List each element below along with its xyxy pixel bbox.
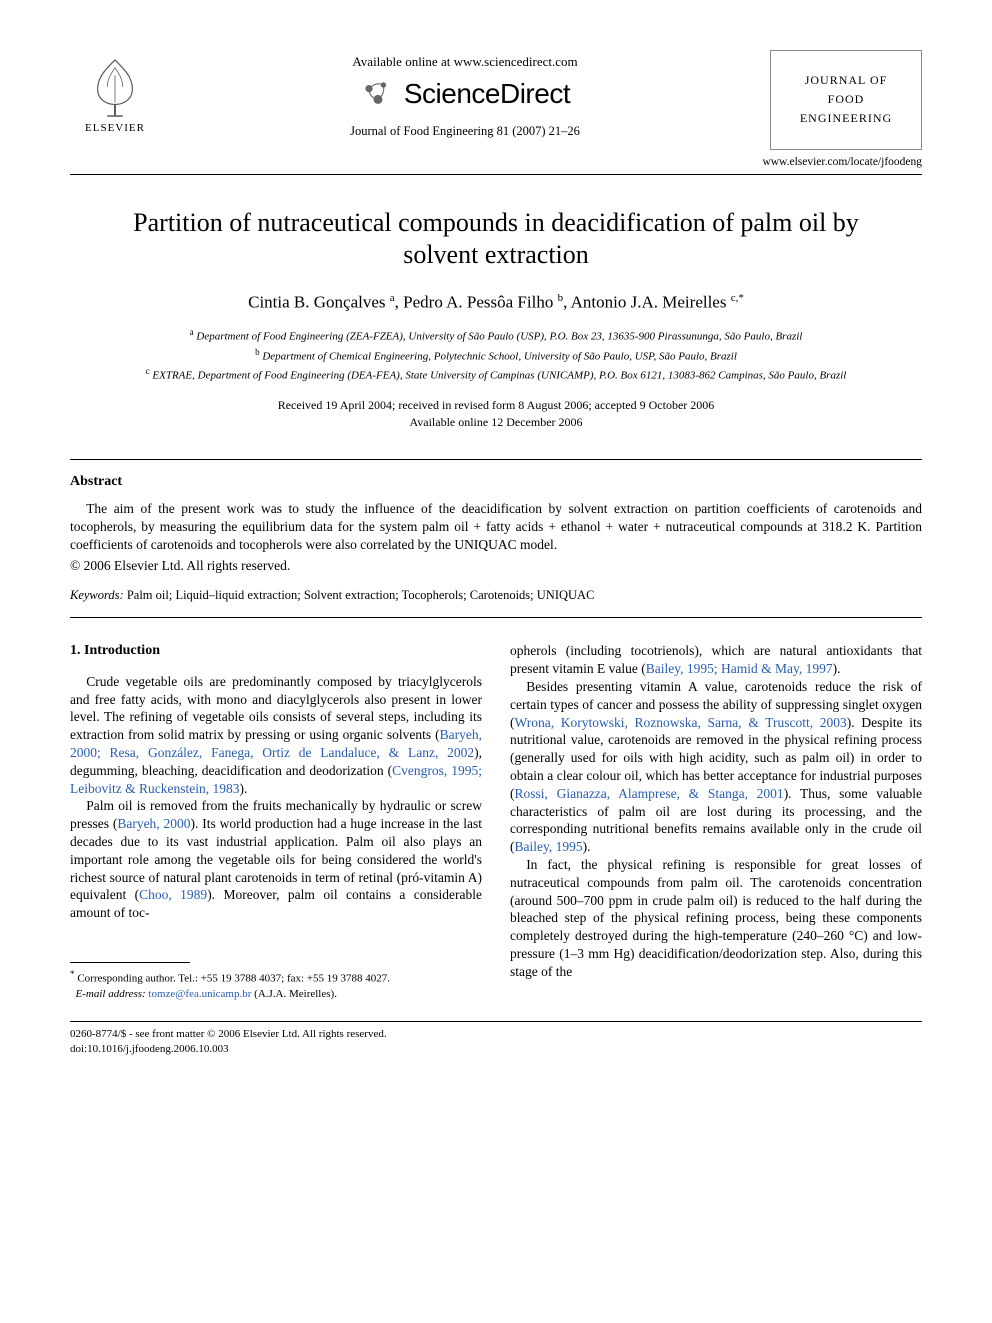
bottom-line1: 0260-8774/$ - see front matter © 2006 El… xyxy=(70,1027,922,1041)
abstract-heading: Abstract xyxy=(70,474,922,490)
abstract-top-rule xyxy=(70,459,922,460)
journal-box: JOURNAL OF FOOD ENGINEERING xyxy=(770,50,922,150)
keywords-line: Keywords: Palm oil; Liquid–liquid extrac… xyxy=(70,588,922,603)
abstract-paragraph: The aim of the present work was to study… xyxy=(70,500,922,555)
abstract-bottom-rule xyxy=(70,617,922,618)
affiliation-c: c EXTRAE, Department of Food Engineering… xyxy=(70,365,922,385)
header-row: ELSEVIER Available online at www.science… xyxy=(70,50,922,150)
elsevier-label: ELSEVIER xyxy=(85,122,145,134)
intro-p2: Palm oil is removed from the fruits mech… xyxy=(70,797,482,922)
intro-p1: Crude vegetable oils are predominantly c… xyxy=(70,673,482,798)
footnote-email-who: (A.J.A. Meirelles). xyxy=(254,988,337,1000)
dates-received: Received 19 April 2004; received in revi… xyxy=(70,397,922,414)
bottom-rule xyxy=(70,1021,922,1022)
bottom-line2-doi: doi:10.1016/j.jfoodeng.2006.10.003 xyxy=(70,1042,922,1056)
email-link[interactable]: tomze@fea.unicamp.br xyxy=(148,988,251,1000)
available-online-text: Available online at www.sciencedirect.co… xyxy=(160,54,770,70)
author-1: Cintia B. Gonçalves xyxy=(248,292,385,311)
author-2-sup: b xyxy=(558,292,564,304)
affiliation-c-text: EXTRAE, Department of Food Engineering (… xyxy=(152,370,846,382)
citation-link[interactable]: Wrona, Korytowski, Roznowska, Sarna, & T… xyxy=(515,715,847,730)
sciencedirect-text: ScienceDirect xyxy=(404,78,570,110)
article-title: Partition of nutraceutical compounds in … xyxy=(110,207,882,272)
journal-box-line3: ENGINEERING xyxy=(777,109,915,128)
footnote-corr: Corresponding author. Tel.: +55 19 3788 … xyxy=(77,973,390,985)
sciencedirect-icon xyxy=(360,76,396,112)
bottom-matter: 0260-8774/$ - see front matter © 2006 El… xyxy=(70,1027,922,1056)
affiliation-b: b Department of Chemical Engineering, Po… xyxy=(70,346,922,366)
footnote-rule xyxy=(70,962,190,963)
journal-box-wrapper: JOURNAL OF FOOD ENGINEERING xyxy=(770,50,922,150)
article-dates: Received 19 April 2004; received in revi… xyxy=(70,397,922,431)
p1-t1: Crude vegetable oils are predominantly c… xyxy=(70,674,482,742)
citation-link[interactable]: Bailey, 1995; Hamid & May, 1997 xyxy=(646,661,833,676)
citation-link[interactable]: Rossi, Gianazza, Alamprese, & Stanga, 20… xyxy=(515,786,784,801)
rp1-t2: ). xyxy=(833,661,841,676)
affiliation-b-text: Department of Chemical Engineering, Poly… xyxy=(262,350,737,362)
dates-online: Available online 12 December 2006 xyxy=(70,414,922,431)
keywords-text: Palm oil; Liquid–liquid extraction; Solv… xyxy=(124,588,595,602)
abstract-copyright: © 2006 Elsevier Ltd. All rights reserved… xyxy=(70,558,922,574)
citation-link[interactable]: Choo, 1989 xyxy=(139,887,207,902)
author-3-sup: c,* xyxy=(731,292,744,304)
elsevier-logo-block: ELSEVIER xyxy=(70,56,160,134)
journal-citation: Journal of Food Engineering 81 (2007) 21… xyxy=(160,124,770,139)
right-p1: opherols (including tocotrienols), which… xyxy=(510,642,922,678)
journal-box-line2: FOOD xyxy=(777,90,915,109)
keywords-label: Keywords: xyxy=(70,588,124,602)
author-3: Antonio J.A. Meirelles xyxy=(571,292,727,311)
p1-t3: ). xyxy=(239,781,247,796)
header-rule xyxy=(70,174,922,175)
citation-link[interactable]: Baryeh, 2000 xyxy=(117,816,190,831)
journal-box-line1: JOURNAL OF xyxy=(777,71,915,90)
abstract-body: The aim of the present work was to study… xyxy=(70,500,922,555)
rp2-t4: ). xyxy=(583,839,591,854)
author-1-sup: a xyxy=(390,292,395,304)
section-1-heading: 1. Introduction xyxy=(70,642,482,660)
footnote-email-label: E-mail address: xyxy=(76,988,146,1000)
center-header: Available online at www.sciencedirect.co… xyxy=(160,50,770,139)
authors-line: Cintia B. Gonçalves a, Pedro A. Pessôa F… xyxy=(70,292,922,313)
sciencedirect-logo: ScienceDirect xyxy=(160,76,770,112)
journal-url[interactable]: www.elsevier.com/locate/jfoodeng xyxy=(70,156,922,168)
affiliation-a: a Department of Food Engineering (ZEA-FZ… xyxy=(70,326,922,346)
column-left: 1. Introduction Crude vegetable oils are… xyxy=(70,642,482,1001)
column-right: opherols (including tocotrienols), which… xyxy=(510,642,922,1001)
right-p3: In fact, the physical refining is respon… xyxy=(510,856,922,981)
affiliation-a-text: Department of Food Engineering (ZEA-FZEA… xyxy=(196,331,802,343)
author-2: Pedro A. Pessôa Filho xyxy=(403,292,553,311)
body-columns: 1. Introduction Crude vegetable oils are… xyxy=(70,642,922,1001)
corresponding-footnote: * Corresponding author. Tel.: +55 19 378… xyxy=(70,968,482,1001)
right-p2: Besides presenting vitamin A value, caro… xyxy=(510,678,922,856)
elsevier-tree-icon xyxy=(86,56,144,120)
citation-link[interactable]: Bailey, 1995 xyxy=(515,839,583,854)
affiliations: a Department of Food Engineering (ZEA-FZ… xyxy=(70,326,922,385)
